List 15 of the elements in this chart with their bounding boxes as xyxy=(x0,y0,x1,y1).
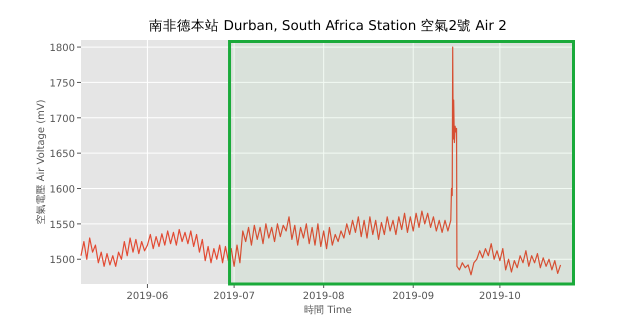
chart-title: 南非德本站 Durban, South Africa Station 空氣2號 Air 2 xyxy=(149,18,507,34)
x-tick-label: 2019-10 xyxy=(478,291,521,302)
x-tick-label: 2019-06 xyxy=(126,291,168,302)
y-axis-title: 空氣電壓 Air Voltage (mV) xyxy=(35,99,47,225)
x-tick-label: 2019-09 xyxy=(392,291,434,302)
y-tick-label: 1500 xyxy=(50,255,75,266)
y-tick-label: 1650 xyxy=(50,149,75,160)
x-tick-label: 2019-07 xyxy=(213,291,256,302)
y-tick-label: 1750 xyxy=(50,78,75,90)
y-tick-label: 1800 xyxy=(50,43,75,54)
y-tick-label: 1550 xyxy=(50,220,75,231)
x-tick-label: 2019-08 xyxy=(302,291,345,302)
y-tick-label: 1700 xyxy=(50,114,75,125)
y-tick-label: 1600 xyxy=(50,184,75,196)
x-axis-title: 時間 Time xyxy=(304,304,352,316)
